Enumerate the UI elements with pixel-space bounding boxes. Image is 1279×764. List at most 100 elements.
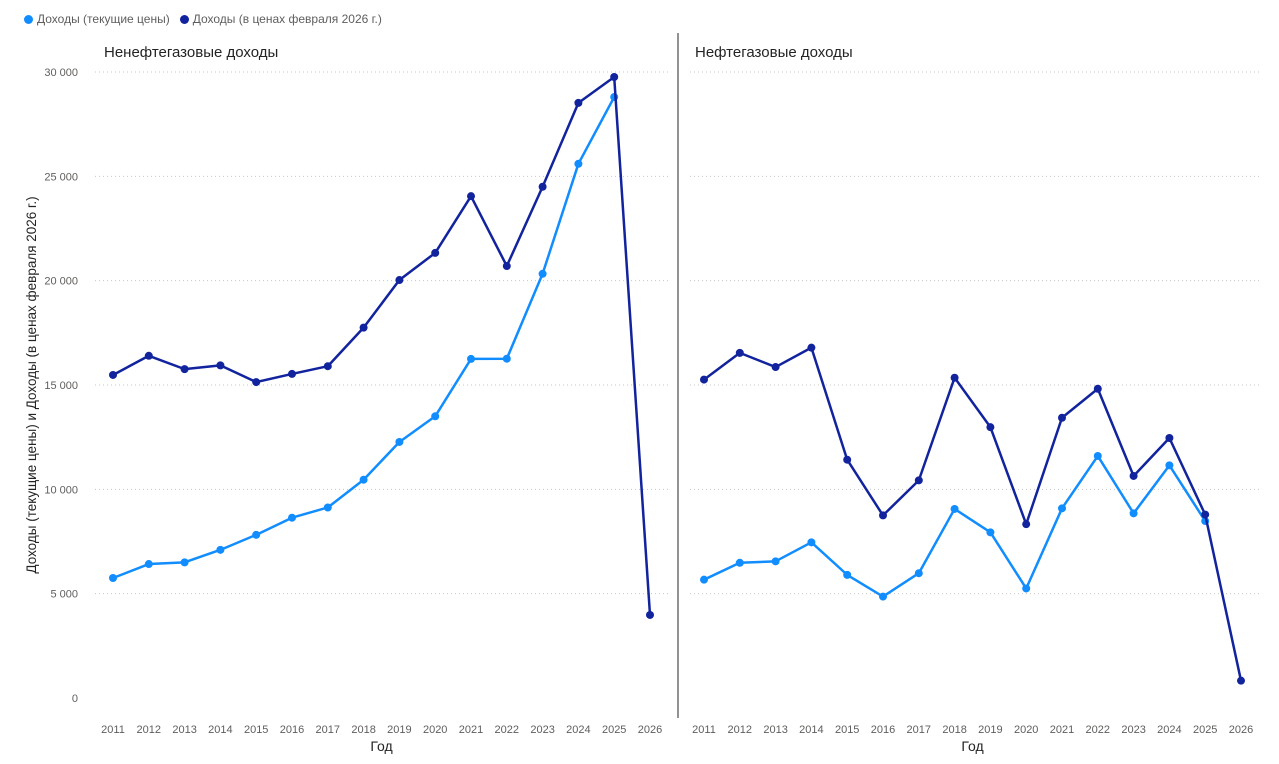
data-point [735, 348, 744, 357]
data-point [950, 504, 959, 513]
data-point [843, 455, 852, 464]
x-tick-label: 2022 [1086, 724, 1110, 736]
data-point [431, 248, 440, 257]
data-point [700, 575, 708, 584]
data-point [216, 545, 225, 554]
y-axis-title: Доходы (текущие цены) и Доходы (в ценах … [24, 196, 39, 573]
data-point [700, 375, 708, 384]
y-tick-label: 5 000 [50, 589, 78, 601]
data-point [986, 528, 995, 537]
x-tick-label: 2026 [638, 724, 662, 736]
series-line-0-0 [112, 96, 616, 580]
data-point [1237, 676, 1245, 685]
data-point [467, 354, 475, 363]
data-point [252, 378, 261, 387]
data-point [1093, 384, 1102, 393]
data-point [144, 560, 153, 569]
x-tick-label: 2021 [459, 724, 483, 736]
y-tick-label: 20 000 [44, 276, 78, 288]
x-tick-label: 2019 [387, 724, 411, 736]
data-point [216, 361, 225, 370]
y-tick-label: 10 000 [44, 484, 78, 496]
data-point [646, 610, 654, 619]
x-tick-label: 2023 [1121, 724, 1145, 736]
data-point [502, 354, 511, 363]
x-tick-label: 2012 [728, 724, 752, 736]
data-point [1201, 510, 1210, 519]
x-tick-label: 2011 [692, 724, 716, 736]
data-point [395, 276, 404, 285]
y-tick-label: 30 000 [44, 67, 78, 79]
data-point [359, 323, 368, 332]
data-point [771, 557, 780, 566]
data-point [252, 530, 261, 539]
legend-label-feb2026-prices: Доходы (в ценах февраля 2026 г.) [192, 12, 382, 26]
data-point [879, 592, 887, 601]
data-point [1165, 461, 1174, 470]
x-tick-label: 2015 [835, 724, 859, 736]
y-tick-label: 0 [72, 693, 78, 705]
legend-item-feb2026-prices[interactable]: Доходы (в ценах февраля 2026 г.) [179, 12, 382, 26]
x-tick-label: 2018 [351, 724, 375, 736]
data-point [288, 369, 296, 378]
panel-title-oil-gas: Нефтегазовые доходы [695, 44, 853, 61]
x-tick-label: 2017 [907, 724, 931, 736]
x-tick-label: 2016 [280, 724, 304, 736]
x-tick-label: 2020 [423, 724, 447, 736]
data-point [1165, 433, 1174, 442]
data-point [431, 412, 440, 421]
data-point [180, 365, 189, 374]
data-point [879, 511, 887, 520]
panel-title-non-oil-gas: Ненефтегазовые доходы [104, 44, 279, 61]
data-point [771, 363, 780, 372]
data-point [1058, 504, 1066, 513]
data-point [538, 269, 547, 278]
y-tick-label: 15 000 [44, 380, 78, 392]
data-point [109, 370, 117, 379]
data-point [180, 558, 189, 567]
x-tick-label: 2025 [602, 724, 626, 736]
x-tick-label: 2017 [316, 724, 340, 736]
data-point [502, 262, 511, 271]
data-point [1093, 451, 1102, 460]
x-tick-label: 2014 [208, 724, 232, 736]
x-tick-label: 2025 [1193, 724, 1217, 736]
legend-item-current-prices[interactable]: Доходы (текущие цены) [24, 12, 170, 26]
data-point [144, 351, 153, 360]
x-tick-label: 2015 [244, 724, 268, 736]
data-point [807, 343, 816, 352]
x-tick-label: 2012 [137, 724, 161, 736]
data-point [574, 98, 583, 107]
data-point [1058, 413, 1066, 422]
x-tick-label: 2026 [1229, 724, 1253, 736]
data-point [735, 558, 744, 567]
data-point [109, 574, 117, 583]
x-tick-label: 2021 [1050, 724, 1074, 736]
data-point [610, 72, 619, 81]
series-line-1-1 [703, 346, 1243, 681]
x-tick-label: 2016 [871, 724, 895, 736]
data-point [1022, 584, 1031, 593]
data-point [574, 159, 583, 168]
x-tick-label: 2024 [566, 724, 590, 736]
data-point [914, 476, 923, 485]
data-point [843, 570, 852, 579]
x-tick-label: 2020 [1014, 724, 1038, 736]
data-point [323, 503, 332, 512]
legend-marker-current-prices [24, 14, 33, 24]
data-point [1129, 509, 1138, 518]
legend: Доходы (текущие цены) Доходы (в ценах фе… [24, 12, 382, 26]
x-tick-label: 2011 [101, 724, 125, 736]
data-point [288, 513, 296, 522]
data-point [1129, 471, 1138, 480]
data-point [323, 362, 332, 371]
data-point [395, 437, 404, 446]
data-point [950, 373, 959, 382]
data-point [1022, 520, 1031, 529]
series-line-0-1 [112, 75, 652, 616]
legend-label-current-prices: Доходы (текущие цены) [37, 12, 170, 26]
x-axis-title: Год [370, 738, 392, 754]
x-tick-label: 2022 [495, 724, 519, 736]
legend-marker-feb2026-prices [179, 14, 189, 24]
